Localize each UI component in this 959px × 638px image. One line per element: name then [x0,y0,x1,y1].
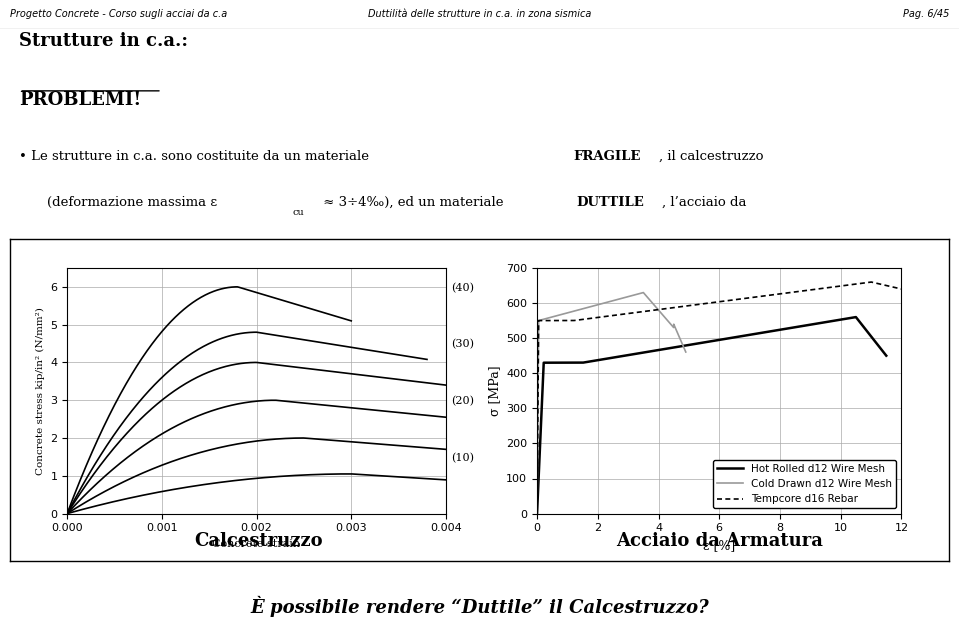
Line: Tempcore d16 Rebar: Tempcore d16 Rebar [537,282,901,514]
Tempcore d16 Rebar [531,510,543,517]
Text: È possibile rendere “Duttile” il Calcestruzzo?: È possibile rendere “Duttile” il Calcest… [250,595,709,617]
Hot Rolled d12 Wire Mesh [595,356,606,364]
Cold Drawn d12 Wire Mesh [595,300,606,308]
X-axis label: ε [%]: ε [%] [703,539,736,552]
Text: ≈ 7÷8%);: ≈ 7÷8%); [443,242,512,255]
Y-axis label: σ [MPa]: σ [MPa] [487,366,501,416]
Tempcore d16 Rebar [889,283,901,291]
Cold Drawn d12 Wire Mesh [671,327,683,335]
Tempcore d16 Rebar [573,316,584,323]
Text: Pag. 6/45: Pag. 6/45 [903,10,949,19]
Text: ≈ 3÷4‰), ed un materiale: ≈ 3÷4‰), ed un materiale [319,196,508,209]
Text: FRAGILE: FRAGILE [573,150,641,163]
Text: PROBLEMI!: PROBLEMI! [19,91,141,109]
Text: armatura (deformazione massima ε: armatura (deformazione massima ε [47,242,284,255]
Hot Rolled d12 Wire Mesh [573,359,584,366]
Tempcore d16 Rebar [671,304,683,311]
Cold Drawn d12 Wire Mesh [531,510,543,517]
Text: DUTTILE: DUTTILE [576,196,643,209]
Tempcore d16 Rebar [896,285,907,293]
Text: , il calcestruzzo: , il calcestruzzo [659,150,763,163]
Text: Strutture in c.a.:: Strutture in c.a.: [19,32,188,50]
Tempcore d16 Rebar [850,280,861,288]
Line: Cold Drawn d12 Wire Mesh: Cold Drawn d12 Wire Mesh [537,293,686,514]
Tempcore d16 Rebar [595,313,606,321]
Text: , l’acciaio da: , l’acciaio da [662,196,746,209]
Text: Progetto Concrete - Corso sugli acciai da c.a: Progetto Concrete - Corso sugli acciai d… [10,10,227,19]
Text: (deformazione massima ε: (deformazione massima ε [47,196,217,209]
Text: Duttilità delle strutture in c.a. in zona sismica: Duttilità delle strutture in c.a. in zon… [368,10,591,19]
Text: Acciaio da Armatura: Acciaio da Armatura [616,531,823,550]
Text: Calcestruzzo: Calcestruzzo [195,531,323,550]
Text: su: su [420,254,431,263]
X-axis label: Concrete strain: Concrete strain [213,539,300,549]
Hot Rolled d12 Wire Mesh [531,510,543,517]
Cold Drawn d12 Wire Mesh [573,306,584,314]
Tempcore d16 Rebar [865,278,877,286]
Y-axis label: Concrete stress kip/in² (N/mm²): Concrete stress kip/in² (N/mm²) [35,307,45,475]
Tempcore d16 Rebar [687,301,698,309]
Hot Rolled d12 Wire Mesh [850,313,861,321]
Text: cu: cu [292,208,304,217]
Hot Rolled d12 Wire Mesh [687,341,698,348]
Line: Hot Rolled d12 Wire Mesh: Hot Rolled d12 Wire Mesh [537,317,886,514]
Legend: Hot Rolled d12 Wire Mesh, Cold Drawn d12 Wire Mesh, Tempcore d16 Rebar: Hot Rolled d12 Wire Mesh, Cold Drawn d12… [713,459,897,508]
Text: • Le strutture in c.a. sono costituite da un materiale: • Le strutture in c.a. sono costituite d… [19,150,373,163]
Hot Rolled d12 Wire Mesh [671,343,683,351]
